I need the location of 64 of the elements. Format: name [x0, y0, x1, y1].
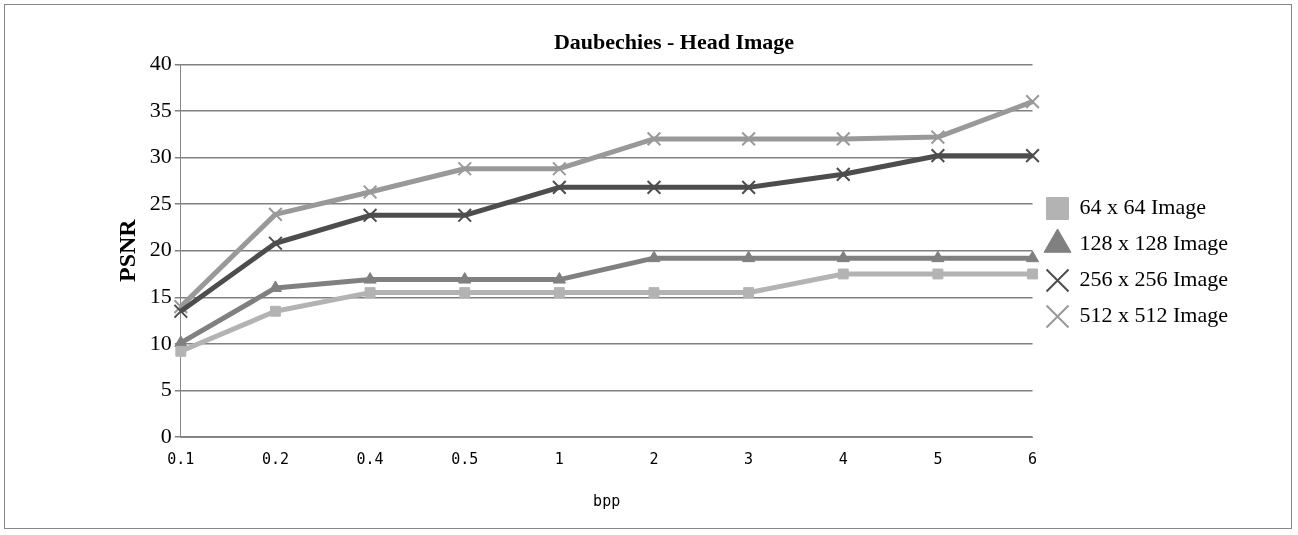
point — [837, 268, 849, 280]
point — [459, 287, 471, 299]
x-tick-label: 4 — [838, 449, 848, 468]
point — [646, 179, 662, 195]
legend-label: 128 x 128 Image — [1079, 230, 1228, 256]
point — [1025, 250, 1040, 263]
point — [835, 166, 851, 182]
point — [364, 287, 376, 299]
chart-title: Daubechies - Head Image — [553, 28, 795, 54]
point — [362, 207, 378, 223]
x-tick-label: 1 — [554, 449, 564, 468]
y-tick-label: 40 — [149, 50, 172, 76]
point — [1027, 268, 1038, 280]
x-tick-label: 2 — [649, 449, 659, 468]
point — [742, 250, 756, 263]
point — [648, 287, 660, 299]
point — [743, 287, 755, 299]
point — [741, 179, 756, 195]
point — [647, 250, 661, 263]
point — [173, 303, 189, 319]
point — [457, 207, 473, 223]
x-tick-label: 5 — [933, 449, 943, 468]
point — [931, 250, 945, 263]
point — [836, 250, 850, 263]
x-tick-label: 0.2 — [261, 449, 289, 468]
y-tick-label: 20 — [149, 236, 172, 262]
point — [552, 272, 566, 284]
legend-label: 512 x 512 Image — [1079, 302, 1228, 328]
x-tick-label: 0.4 — [356, 449, 384, 468]
point — [1025, 94, 1040, 110]
y-tick-label: 10 — [149, 329, 172, 355]
y-axis-title: PSNR — [113, 218, 140, 283]
point — [173, 299, 189, 314]
y-tick-label: 15 — [149, 283, 172, 309]
point — [268, 207, 283, 222]
point — [932, 268, 944, 280]
point — [458, 272, 472, 284]
legend-label: 64 x 64 Image — [1079, 194, 1206, 220]
x-axis-title: bpp — [593, 491, 621, 510]
point — [174, 335, 188, 347]
legend-label: 256 x 256 Image — [1079, 266, 1228, 292]
point — [646, 131, 662, 147]
point — [551, 179, 567, 195]
point — [835, 131, 851, 147]
point — [930, 148, 946, 164]
point — [553, 287, 565, 299]
y-tick-label: 35 — [149, 96, 172, 122]
y-tick-label: 30 — [149, 143, 172, 169]
point — [269, 305, 281, 317]
point — [551, 161, 567, 177]
point — [363, 272, 377, 284]
y-tick-label: 5 — [160, 376, 172, 402]
point — [741, 131, 756, 147]
y-tick-label: 25 — [149, 189, 172, 215]
point — [362, 184, 378, 200]
x-tick-label: 6 — [1028, 449, 1038, 468]
point — [175, 345, 187, 357]
x-tick-label: 3 — [744, 449, 754, 468]
point — [1025, 148, 1040, 164]
y-tick-label: 0 — [160, 422, 172, 448]
x-tick-label: 0.1 — [167, 449, 195, 468]
point — [930, 129, 946, 145]
x-tick-label: 0.5 — [451, 449, 479, 468]
point — [457, 161, 473, 177]
